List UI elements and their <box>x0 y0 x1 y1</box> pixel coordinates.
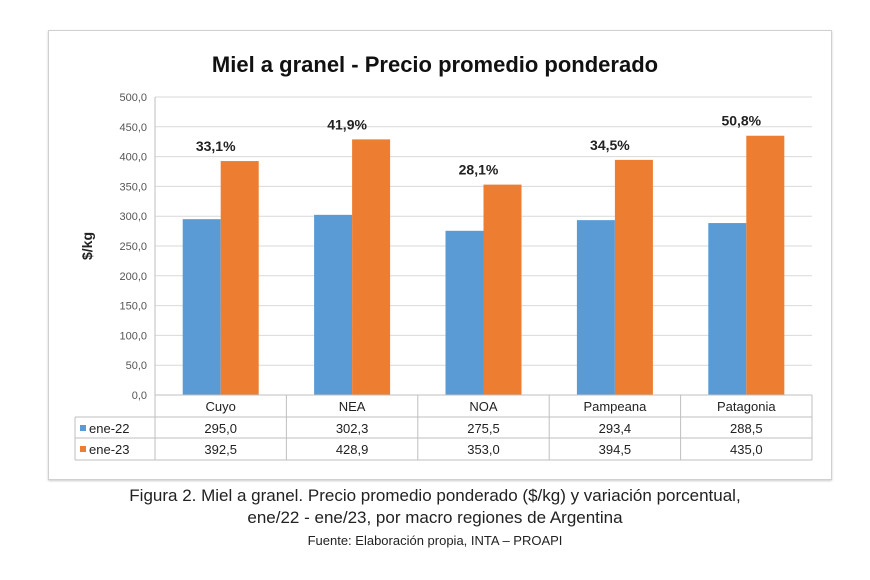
figure-source: Fuente: Elaboración propia, INTA – PROAP… <box>307 533 563 548</box>
y-tick-label: 500,0 <box>119 92 147 104</box>
table-cell: 394,5 <box>599 442 632 457</box>
variation-label: 33,1% <box>196 138 236 154</box>
bar-ene-22-Patagonia <box>708 223 747 395</box>
chart-frame <box>48 30 832 480</box>
bar-ene-23-Cuyo <box>220 161 259 395</box>
table-cell: 275,5 <box>467 421 500 436</box>
bar-ene-23-NEA <box>352 139 391 395</box>
figure-caption-line2: ene/22 - ene/23, por macro regiones de A… <box>247 508 623 527</box>
bar-ene-22-Pampeana <box>576 220 615 395</box>
variation-label: 41,9% <box>327 116 367 132</box>
table-cell: 295,0 <box>204 421 237 436</box>
category-label: Patagonia <box>717 399 776 414</box>
variation-label: 50,8% <box>721 113 761 129</box>
bar-ene-23-Pampeana <box>614 159 653 395</box>
y-tick-label: 250,0 <box>119 241 147 253</box>
table-cell: 392,5 <box>204 442 237 457</box>
legend-label: ene-22 <box>89 421 129 436</box>
table-cell: 428,9 <box>336 442 369 457</box>
bar-ene-22-Cuyo <box>182 219 221 395</box>
variation-label: 28,1% <box>459 162 499 178</box>
bar-ene-22-NOA <box>445 230 484 395</box>
bar-ene-23-Patagonia <box>746 135 785 396</box>
y-axis-label: $/kg <box>79 232 95 260</box>
bar-ene-22-NEA <box>314 214 353 395</box>
variation-label: 34,5% <box>590 137 630 153</box>
y-tick-label: 450,0 <box>119 122 147 134</box>
y-tick-label: 50,0 <box>126 360 147 372</box>
table-cell: 435,0 <box>730 442 763 457</box>
category-label: Pampeana <box>583 399 647 414</box>
y-tick-label: 150,0 <box>119 301 147 313</box>
table-cell: 293,4 <box>599 421 632 436</box>
category-label: NOA <box>469 399 498 414</box>
table-cell: 353,0 <box>467 442 500 457</box>
category-label: NEA <box>339 399 366 414</box>
y-tick-label: 0,0 <box>132 390 147 402</box>
table-cell: 288,5 <box>730 421 763 436</box>
legend-swatch <box>80 425 86 431</box>
table-cell: 302,3 <box>336 421 369 436</box>
category-label: Cuyo <box>206 399 236 414</box>
legend-label: ene-23 <box>89 442 129 457</box>
bar-ene-23-NOA <box>483 184 522 395</box>
y-tick-label: 100,0 <box>119 330 147 342</box>
y-tick-label: 200,0 <box>119 271 147 283</box>
legend-swatch <box>80 446 86 452</box>
figure-caption-line1: Figura 2. Miel a granel. Precio promedio… <box>129 486 741 505</box>
y-tick-label: 350,0 <box>119 181 147 193</box>
y-tick-label: 300,0 <box>119 211 147 223</box>
y-tick-label: 400,0 <box>119 152 147 164</box>
chart-title: Miel a granel - Precio promedio ponderad… <box>211 52 659 77</box>
